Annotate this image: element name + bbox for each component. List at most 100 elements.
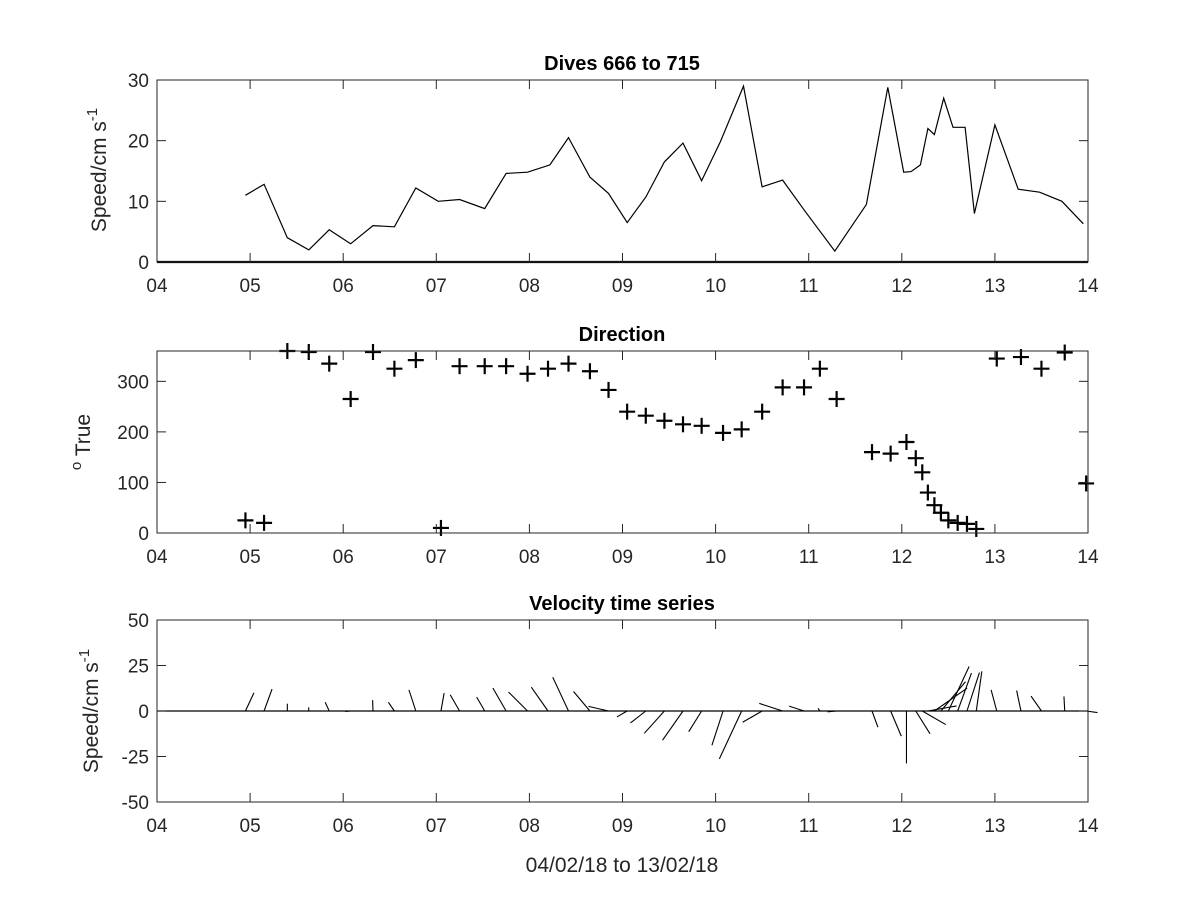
velocity-panel-ylabel-sup: -1 — [76, 649, 93, 662]
direction-point — [774, 379, 791, 396]
speed-panel-xtick-label: 11 — [799, 276, 819, 297]
velocity-stick — [324, 702, 330, 712]
direction-panel-ytick-label: 200 — [117, 423, 149, 444]
direction-point — [407, 352, 424, 369]
direction-point — [754, 403, 771, 420]
velocity-stick — [990, 689, 998, 712]
direction-point — [715, 424, 732, 441]
speed-panel-title: Dives 666 to 715 — [544, 53, 700, 75]
direction-panel-ytick-label: 0 — [138, 524, 149, 545]
direction-panel-xtick-label: 13 — [984, 547, 1005, 568]
speed-series-line — [245, 84, 1084, 253]
velocity-panel-xtick-label: 06 — [333, 816, 354, 837]
velocity-panel-xtick-label: 14 — [1077, 816, 1099, 837]
velocity-stick — [957, 672, 972, 712]
direction-point — [386, 360, 403, 377]
speed-panel-ylabel: Speed/cm s-1 — [84, 108, 111, 232]
velocity-panel-xtick-label: 09 — [612, 816, 633, 837]
velocity-stick — [387, 702, 395, 712]
direction-point — [619, 403, 636, 420]
direction-panel-marks — [237, 343, 1095, 537]
velocity-stick — [476, 696, 486, 712]
velocity-stick — [1063, 696, 1066, 712]
direction-point — [656, 412, 673, 429]
velocity-panel-ylabel: Speed/cm s-1 — [76, 649, 103, 773]
velocity-stick — [788, 705, 805, 712]
direction-panel-xtick-label: 11 — [799, 547, 819, 568]
direction-point — [968, 520, 985, 537]
direction-point — [919, 484, 936, 501]
velocity-panel-title: Velocity time series — [529, 593, 715, 615]
direction-point — [476, 358, 493, 375]
velocity-panel-frame — [156, 619, 1089, 803]
velocity-stick — [643, 710, 665, 734]
direction-point — [693, 417, 710, 434]
speed-panel-xtick-label: 12 — [891, 276, 912, 297]
velocity-panel-ylabel-base: Speed/cm s — [80, 662, 103, 773]
velocity-stick — [440, 692, 445, 712]
velocity-stick — [922, 710, 947, 726]
direction-point — [898, 434, 915, 450]
direction-point — [932, 504, 949, 521]
direction-panel-xtick-label: 05 — [240, 547, 261, 568]
direction-point — [637, 407, 654, 424]
direction-panel-ticks: 04 05 06 07 08 09 10 11 12 13 14 0 100 200 300 — [117, 351, 1099, 568]
velocity-stick — [711, 710, 724, 746]
speed-panel-xtick-label: 10 — [705, 276, 726, 297]
velocity-panel-xtick-label: 13 — [984, 816, 1005, 837]
velocity-stick — [573, 691, 591, 712]
direction-panel-xtick-label: 14 — [1077, 547, 1099, 568]
direction-point — [237, 512, 254, 529]
direction-panel-xtick-label: 06 — [333, 547, 354, 568]
velocity-panel-xtick-label: 07 — [426, 816, 447, 837]
direction-point — [581, 363, 598, 380]
speed-panel-xtick-label: 04 — [146, 276, 168, 297]
velocity-stick — [244, 692, 255, 712]
direction-point — [540, 360, 557, 377]
direction-point — [914, 464, 931, 481]
velocity-stick — [1016, 690, 1022, 712]
direction-panel-ylabel: o True — [68, 414, 95, 470]
velocity-panel-ytick-label: 25 — [128, 657, 149, 678]
velocity-stick — [759, 702, 783, 712]
direction-point — [828, 391, 845, 408]
direction-point — [519, 365, 536, 382]
speed-panel-xtick-label: 14 — [1077, 276, 1099, 297]
direction-panel-xtick-label: 08 — [519, 547, 540, 568]
velocity-panel-xtick-label: 11 — [799, 816, 819, 837]
direction-point — [733, 421, 750, 438]
speed-panel-frame — [156, 79, 1089, 263]
velocity-stick — [408, 689, 417, 712]
velocity-panel-xlabel: 04/02/18 to 13/02/18 — [526, 854, 719, 877]
velocity-stick — [662, 710, 684, 741]
velocity-panel-ytick-label: -25 — [122, 748, 149, 769]
velocity-stick — [449, 694, 461, 712]
velocity-stick — [871, 710, 879, 728]
speed-panel-xtick-label: 08 — [519, 276, 540, 297]
direction-point — [342, 391, 359, 408]
direction-point — [600, 381, 617, 398]
direction-panel-ylabel-base: True — [72, 414, 95, 462]
direction-point — [451, 358, 468, 375]
velocity-stick — [588, 705, 609, 712]
direction-point — [321, 355, 338, 372]
speed-panel: Dives 666 to 715 Speed/cm s-1 04 05 06 07 08… — [84, 53, 1099, 297]
direction-panel-ytick-label: 300 — [117, 372, 149, 393]
direction-panel-xtick-label: 07 — [426, 547, 447, 568]
velocity-stick — [940, 681, 966, 712]
velocity-panel-marks — [157, 666, 1098, 764]
direction-point — [796, 379, 813, 396]
speed-panel-ylabel-base: Speed/cm s — [88, 121, 111, 232]
velocity-panel-ytick-label: 0 — [138, 702, 149, 723]
direction-panel-ylabel-sup: o — [68, 462, 85, 470]
velocity-stick — [718, 710, 743, 760]
speed-panel-xtick-label: 05 — [240, 276, 261, 297]
speed-panel-xtick-label: 13 — [984, 276, 1005, 297]
velocity-panel-ticks: 04 05 06 07 08 09 10 11 12 13 14 -50 -25 0 25 50 — [122, 611, 1099, 837]
direction-point — [1056, 344, 1073, 361]
velocity-stick — [530, 686, 549, 712]
direction-point — [675, 416, 692, 433]
speed-panel-ticks: 04 05 06 07 08 09 10 11 12 13 14 0 10 20 30 — [128, 71, 1099, 297]
